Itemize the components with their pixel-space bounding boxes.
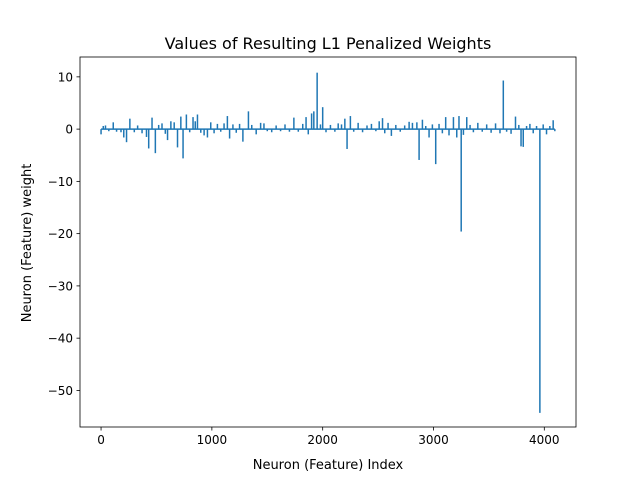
y-tick-label: 0: [65, 123, 73, 137]
x-tick-label: 1000: [197, 433, 228, 447]
axes-frame: [79, 56, 577, 428]
y-tick-label: 10: [58, 70, 73, 84]
y-tick-label: −20: [48, 227, 73, 241]
x-tick-label: 4000: [529, 433, 560, 447]
x-tick-label: 3000: [418, 433, 449, 447]
y-tick-label: −50: [48, 384, 73, 398]
plot-area: [100, 72, 556, 413]
x-axis-ticks: 0 1000 2000 3000 4000: [97, 427, 560, 447]
chart-title: Values of Resulting L1 Penalized Weights: [165, 34, 492, 53]
y-axis-ticks: 10 0 −10 −20 −30 −40 −50: [48, 70, 80, 398]
y-tick-label: −40: [48, 332, 73, 346]
x-axis-label: Neuron (Feature) Index: [253, 458, 404, 473]
x-tick-label: 0: [97, 433, 105, 447]
y-tick-label: −30: [48, 279, 73, 293]
y-tick-label: −10: [48, 175, 73, 189]
x-tick-label: 2000: [307, 433, 338, 447]
y-axis-label: Neuron (Feature) weight: [20, 164, 35, 323]
